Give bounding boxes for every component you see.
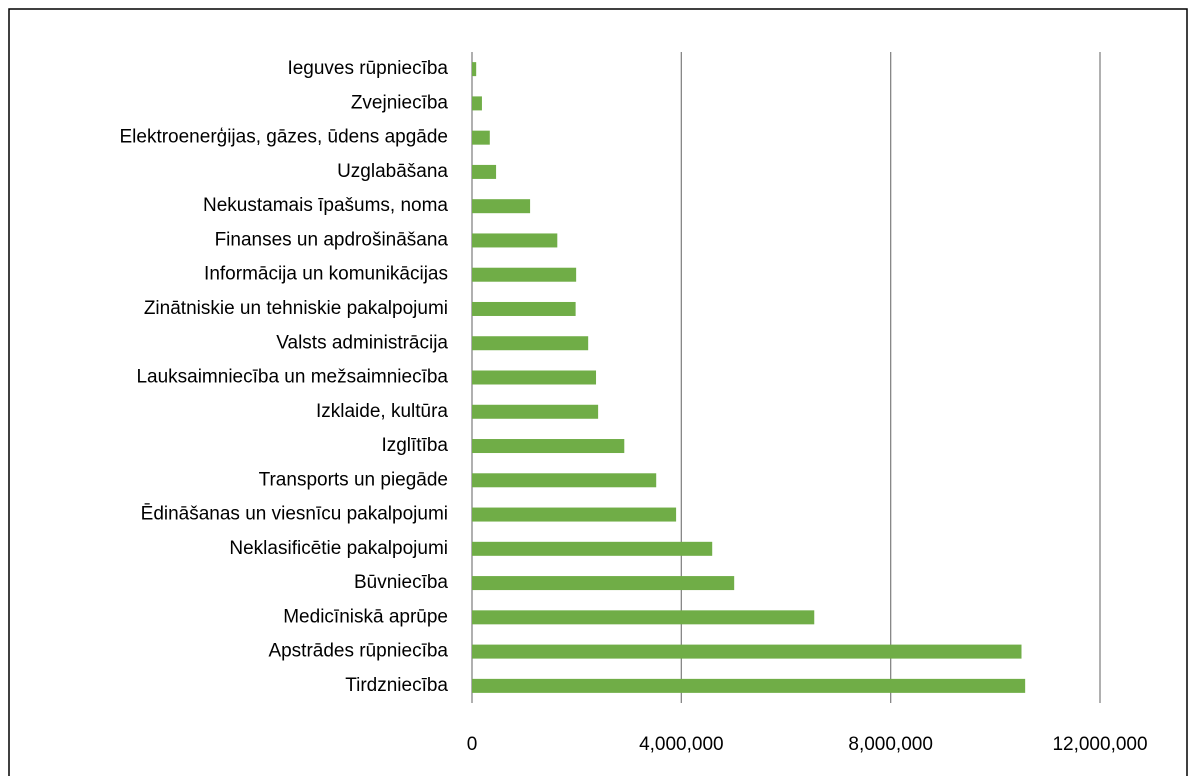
y-tick-label: Valsts administrācija (276, 332, 448, 353)
x-tick-label: 0 (467, 734, 478, 755)
chart-border (8, 8, 1188, 780)
bar (472, 576, 735, 591)
y-tick-label: Medicīniskā aprūpe (283, 606, 448, 627)
bar (472, 233, 558, 248)
bar (472, 473, 657, 488)
bar (472, 130, 490, 145)
y-tick-label: Tirdzniecība (345, 675, 448, 696)
bar (472, 404, 599, 419)
y-tick-label: Neklasificētie pakalpojumi (229, 538, 448, 559)
bar (472, 164, 497, 179)
bar (472, 439, 625, 454)
y-tick-label: Ieguves rūpniecība (287, 58, 448, 79)
y-tick-label: Finanses un apdrošināšana (215, 229, 449, 250)
y-tick-label: Transports un piegāde (259, 469, 448, 490)
y-tick-label: Zinātniskie un tehniskie pakalpojumi (144, 298, 448, 319)
x-tick-label: 4,000,000 (639, 734, 724, 755)
bar (472, 644, 1022, 659)
bar (472, 301, 576, 316)
y-tick-label: Būvniecība (354, 572, 448, 593)
y-tick-label: Nekustamais īpašums, noma (203, 195, 448, 216)
bar (472, 336, 589, 351)
y-tick-label: Apstrādes rūpniecība (268, 641, 448, 662)
y-tick-label: Informācija un komunikācijas (204, 264, 448, 285)
bar (472, 507, 677, 522)
bar (472, 267, 577, 282)
y-tick-label: Izklaide, kultūra (316, 401, 448, 422)
x-tick-label: 12,000,000 (1052, 734, 1147, 755)
y-tick-label: Elektroenerģijas, gāzes, ūdens apgāde (119, 127, 448, 148)
bar (472, 199, 531, 214)
y-tick-label: Zvejniecība (351, 92, 449, 113)
bar (472, 610, 815, 625)
bar (472, 541, 713, 556)
x-tick-label: 8,000,000 (848, 734, 933, 755)
y-tick-label: Izglītība (381, 435, 448, 456)
bar (472, 96, 482, 111)
y-tick-label: Ēdināšanas un viesnīcu pakalpojumi (141, 504, 448, 525)
bar (472, 370, 597, 385)
bar (472, 62, 477, 77)
bar (472, 678, 1026, 693)
y-tick-label: Lauksaimniecība un mežsaimniecība (136, 367, 448, 388)
y-tick-label: Uzglabāšana (337, 161, 448, 182)
